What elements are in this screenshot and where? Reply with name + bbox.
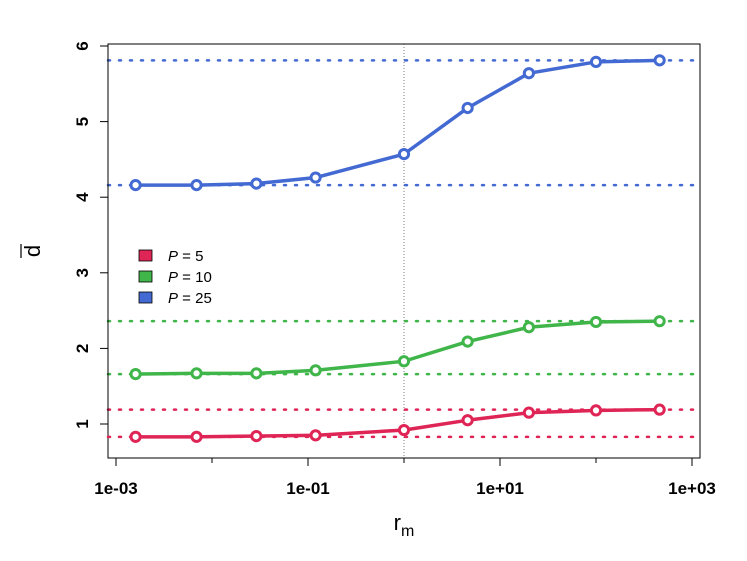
legend-label-var: P [168, 290, 178, 307]
data-point [522, 321, 535, 334]
data-point [522, 67, 535, 80]
data-point [522, 406, 535, 419]
data-point [250, 367, 263, 380]
legend: P = 5P = 10P = 25 [138, 248, 212, 307]
y-tick-label: 4 [73, 192, 92, 202]
data-point [589, 315, 603, 329]
data-point [250, 177, 263, 190]
data-point [653, 54, 666, 67]
data-point [129, 430, 142, 443]
x-tick-label: 1e-03 [94, 479, 137, 498]
data-point [250, 429, 263, 443]
series-2 [129, 315, 666, 381]
data-point [461, 335, 474, 348]
data-point [397, 148, 411, 161]
y-tick-label: 5 [73, 117, 92, 126]
y-axis: 1 2 3 4 5 6 [73, 41, 109, 429]
data-point [589, 55, 603, 68]
data-point [589, 404, 603, 417]
x-axis-label: rm [394, 510, 415, 540]
legend-label-var: P [168, 248, 178, 265]
legend-swatch [138, 291, 153, 304]
y-tick-label: 2 [73, 344, 92, 353]
series-line [139, 319, 656, 376]
series-3 [129, 54, 666, 192]
x-tick-label: 1e+03 [668, 479, 716, 498]
x-axis: 1e-03 1e-01 1e+01 1e+03 [94, 457, 716, 498]
data-point [129, 179, 142, 192]
data-point [461, 414, 474, 427]
data-point [397, 355, 411, 368]
y-tick-label: 1 [73, 419, 92, 428]
legend-label-var: P [168, 269, 178, 286]
legend-label: P = 25 [168, 290, 212, 307]
data-point [309, 429, 322, 442]
legend-label: P = 5 [168, 248, 203, 265]
data-point [190, 430, 203, 443]
legend-item: P = 10 [138, 269, 212, 286]
x-tick-label: 1e+01 [476, 479, 524, 498]
data-point [397, 423, 411, 437]
data-point [190, 367, 203, 380]
data-point [129, 368, 142, 381]
series-layer [129, 54, 666, 443]
y-axis-label-group: d [20, 244, 45, 258]
x-tick-label: 1e-01 [286, 479, 329, 498]
series-1 [129, 403, 666, 443]
legend-item: P = 25 [138, 290, 212, 307]
y-axis-label: d [20, 245, 45, 257]
x-axis-label-subscript: m [401, 523, 414, 540]
data-point [653, 403, 666, 416]
data-point [461, 101, 474, 115]
y-tick-label: 6 [73, 41, 92, 50]
legend-swatch [138, 270, 153, 283]
series-line [139, 407, 656, 439]
legend-label-value: = 5 [178, 248, 203, 265]
data-point [309, 364, 322, 377]
legend-item: P = 5 [138, 248, 203, 265]
legend-label: P = 10 [168, 269, 212, 286]
legend-label-value: = 10 [178, 269, 212, 286]
data-point [190, 179, 203, 192]
legend-label-value: = 25 [178, 290, 212, 307]
data-point [653, 315, 666, 328]
x-axis-label-main: r [394, 510, 401, 535]
data-point [309, 171, 322, 184]
legend-swatch [138, 249, 153, 262]
series-line [139, 58, 656, 187]
y-tick-label: 3 [73, 268, 92, 277]
